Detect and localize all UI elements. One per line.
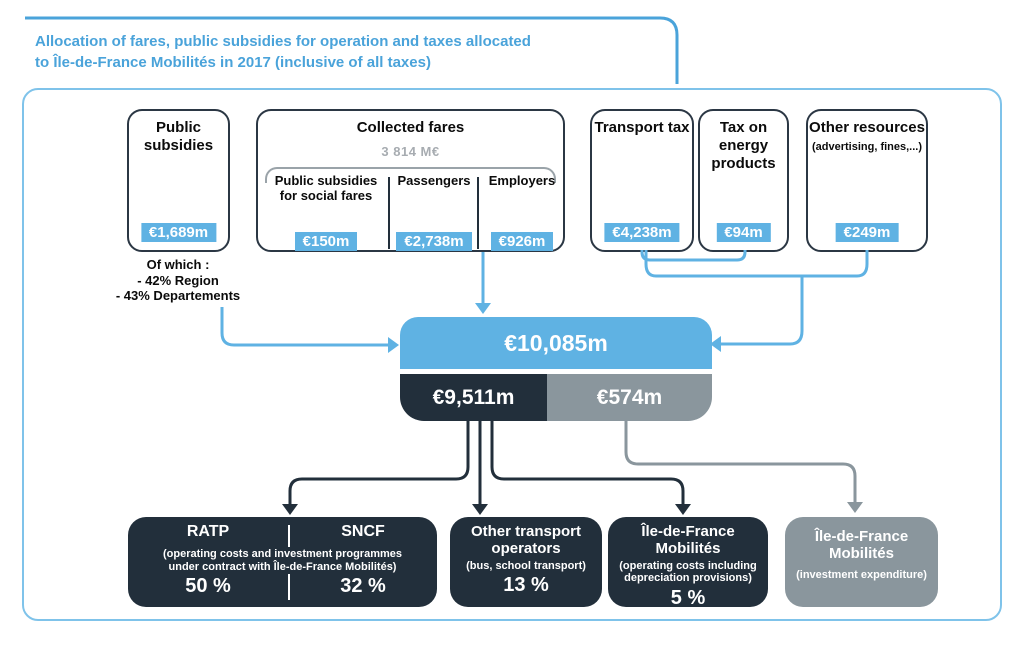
source-box-collected-fares: Collected fares 3 814 M€ Public subsidie… bbox=[256, 109, 565, 252]
other-operators-sublabel: (bus, school transport) bbox=[466, 559, 586, 572]
idfm-operating-share: 5 % bbox=[670, 586, 706, 609]
ratp-label: RATP bbox=[186, 523, 230, 540]
fares-column-label: Employers bbox=[488, 173, 556, 188]
total-split-row: €9,511m €574m bbox=[400, 374, 712, 421]
fares-column-value: €150m bbox=[294, 232, 358, 251]
other-resources-value: €249m bbox=[835, 223, 899, 242]
transport-tax-label: Transport tax bbox=[594, 119, 690, 136]
sncf-label: SNCF bbox=[341, 523, 385, 540]
other-resources-sublabel: (advertising, fines,...) bbox=[811, 141, 923, 153]
destination-box-ratp-sncf: RATP SNCF (operating costs and investmen… bbox=[128, 517, 437, 607]
fares-column-value: €926m bbox=[490, 232, 554, 251]
operations-total-box: €9,511m bbox=[400, 374, 547, 421]
page-title: Allocation of fares, public subsidies fo… bbox=[35, 31, 531, 73]
column-divider bbox=[388, 177, 390, 249]
collected-fares-bracket bbox=[265, 167, 556, 183]
diagram-container bbox=[22, 88, 1002, 621]
ratp-sncf-divider-bottom bbox=[288, 574, 290, 600]
note-line3: - 43% Departements bbox=[115, 288, 241, 304]
ratp-share: 50 % bbox=[185, 575, 231, 597]
source-box-energy-tax: Tax on energy products €94m bbox=[698, 109, 789, 252]
idfm-operating-label: Île-de-France Mobilités bbox=[641, 523, 735, 557]
transport-tax-value: €4,238m bbox=[604, 223, 680, 242]
fares-column-label: Public subsidies for social fares bbox=[274, 173, 378, 203]
destination-box-idfm-investment: Île-de-France Mobilités (investment expe… bbox=[785, 517, 938, 607]
column-divider bbox=[477, 177, 479, 249]
idfm-operating-sublabel: (operating costs including depreciation … bbox=[619, 559, 757, 585]
subsidies-breakdown-note: Of which : - 42% Region - 43% Departemen… bbox=[103, 257, 253, 304]
source-box-transport-tax: Transport tax €4,238m bbox=[590, 109, 694, 252]
investment-total-box: €574m bbox=[547, 374, 712, 421]
idfm-investment-label: Île-de-France Mobilités bbox=[814, 528, 909, 562]
note-line2: - 42% Region bbox=[137, 272, 219, 288]
note-line1: Of which : bbox=[146, 257, 210, 272]
destination-box-other-operators: Other transport operators (bus, school t… bbox=[450, 517, 602, 607]
fares-column-value: €2,738m bbox=[396, 232, 472, 251]
page-title-line2: to Île-de-France Mobilités in 2017 (incl… bbox=[35, 54, 431, 71]
ratp-sncf-divider-top bbox=[288, 525, 290, 547]
fares-column-passengers: Passengers €2,738m bbox=[393, 173, 475, 251]
ratp-sncf-description: (operating costs and investment programm… bbox=[128, 548, 437, 574]
other-resources-label: Other resources bbox=[809, 119, 925, 136]
idfm-investment-sublabel: (investment expenditure) bbox=[796, 568, 927, 581]
collected-fares-label: Collected fares bbox=[356, 119, 465, 136]
collected-fares-total: 3 814 M€ bbox=[381, 144, 440, 159]
source-box-other-resources: Other resources (advertising, fines,...)… bbox=[806, 109, 928, 252]
fares-column-label: Passengers bbox=[397, 173, 471, 188]
ratp-sncf-description-line2: under contract with Île-de-France Mobili… bbox=[168, 560, 397, 573]
fares-column-employers: Employers €926m bbox=[482, 173, 562, 251]
other-operators-share: 13 % bbox=[503, 574, 549, 597]
public-subsidies-value: €1,689m bbox=[140, 223, 217, 242]
source-box-public-subsidies: Public subsidies €1,689m bbox=[127, 109, 230, 252]
page-title-line1: Allocation of fares, public subsidies fo… bbox=[35, 33, 531, 50]
public-subsidies-label: Public subsidies bbox=[143, 119, 214, 154]
grand-total-box: €10,085m bbox=[400, 317, 712, 369]
ratp-sncf-description-line1: (operating costs and investment programm… bbox=[163, 548, 402, 560]
energy-tax-value: €94m bbox=[716, 223, 771, 242]
energy-tax-label: Tax on energy products bbox=[711, 119, 776, 172]
destination-box-idfm-operating: Île-de-France Mobilités (operating costs… bbox=[608, 517, 768, 609]
sncf-share: 32 % bbox=[340, 575, 386, 597]
fares-column-social: Public subsidies for social fares €150m bbox=[266, 173, 386, 251]
other-operators-label: Other transport operators bbox=[470, 523, 581, 557]
